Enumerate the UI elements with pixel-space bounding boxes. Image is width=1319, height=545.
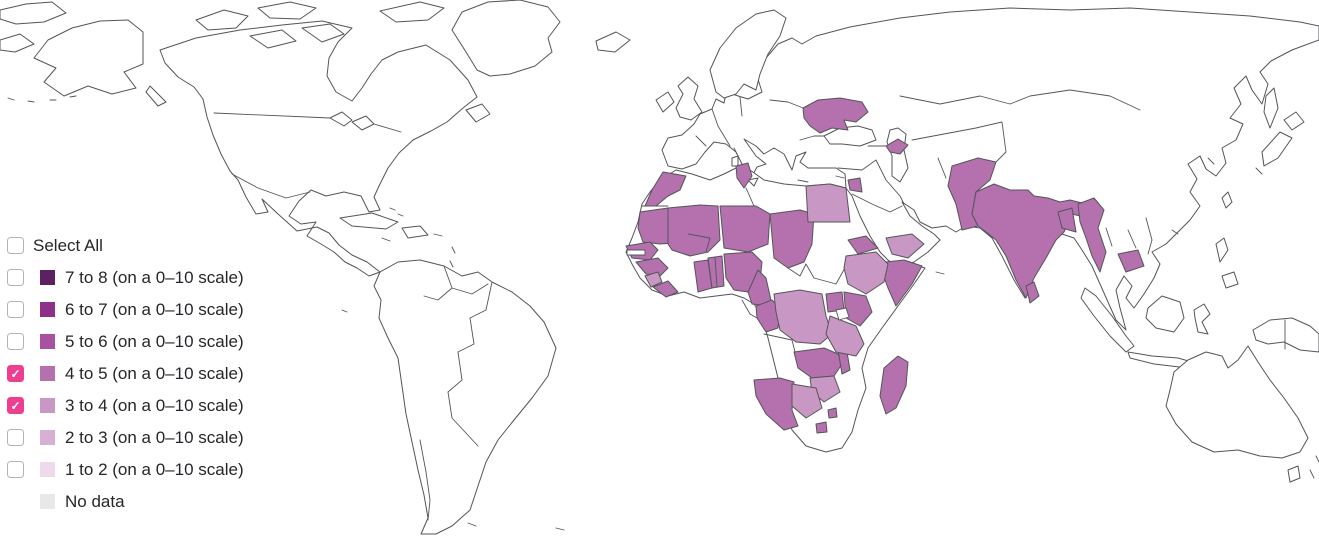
country-namibia[interactable] [753, 377, 799, 431]
country-botswana[interactable] [791, 383, 823, 419]
country-gambia [626, 249, 646, 256]
checkbox-select-all[interactable]: ✓ [7, 237, 24, 254]
legend-row-7-to-8: ✓ 7 to 8 (on a 0–10 scale) [7, 267, 244, 287]
country-tanzania[interactable] [825, 315, 865, 357]
legend-row-5-to-6: ✓ 5 to 6 (on a 0–10 scale) [7, 331, 244, 351]
color-swatch-6-to-7 [40, 302, 55, 317]
legend-label-3-to-4: 3 to 4 (on a 0–10 scale) [65, 395, 244, 415]
checkbox-5-to-6[interactable]: ✓ [7, 333, 24, 350]
color-swatch-no-data [40, 494, 55, 509]
map-overlays [626, 233, 850, 321]
country-ethiopia[interactable] [843, 251, 889, 295]
country-borders [7, 89, 1319, 531]
checkbox-2-to-3[interactable]: ✓ [7, 429, 24, 446]
country-eritrea[interactable] [847, 235, 879, 255]
country-liberia[interactable] [652, 280, 679, 298]
country-tunisia[interactable] [735, 162, 753, 189]
checkmark-icon: ✓ [10, 366, 21, 381]
color-swatch-4-to-5 [40, 366, 55, 381]
legend-label-7-to-8: 7 to 8 (on a 0–10 scale) [65, 267, 244, 287]
legend-row-6-to-7: ✓ 6 to 7 (on a 0–10 scale) [7, 299, 244, 319]
country-zambia[interactable] [793, 347, 843, 379]
country-lesotho[interactable] [815, 421, 828, 434]
country-ukraine[interactable] [802, 97, 869, 134]
country-azerbaijan[interactable] [885, 138, 909, 155]
legend-row-2-to-3: ✓ 2 to 3 (on a 0–10 scale) [7, 427, 244, 447]
legend-panel: ✓ Select All ✓ 7 to 8 (on a 0–10 scale) … [7, 235, 244, 511]
checkbox-6-to-7[interactable]: ✓ [7, 301, 24, 318]
country-cambodia[interactable] [1117, 249, 1145, 273]
country-egypt[interactable] [805, 183, 851, 223]
country-eswatini[interactable] [827, 407, 838, 419]
legend-label-4-to-5: 4 to 5 (on a 0–10 scale) [65, 363, 244, 383]
legend-label-select-all: Select All [33, 235, 103, 255]
lake-victoria [835, 307, 850, 321]
checkbox-3-to-4[interactable]: ✓ [7, 397, 24, 414]
togo-benin-border [687, 233, 718, 288]
checkbox-1-to-2[interactable]: ✓ [7, 461, 24, 478]
country-dr-congo[interactable] [773, 289, 833, 345]
color-swatch-1-to-2 [40, 462, 55, 477]
color-swatch-2-to-3 [40, 430, 55, 445]
legend-row-no-data: No data [7, 491, 244, 511]
country-jordan[interactable] [847, 177, 863, 193]
country-guinea[interactable] [635, 257, 669, 277]
highlighted-countries [625, 97, 1145, 434]
legend-label-2-to-3: 2 to 3 (on a 0–10 scale) [65, 427, 244, 447]
checkbox-7-to-8[interactable]: ✓ [7, 269, 24, 286]
legend-label-6-to-7: 6 to 7 (on a 0–10 scale) [65, 299, 244, 319]
country-sri-lanka[interactable] [1025, 281, 1040, 304]
legend-row-select-all: ✓ Select All [7, 235, 244, 255]
legend-row-1-to-2: ✓ 1 to 2 (on a 0–10 scale) [7, 459, 244, 479]
country-mali-burkina-faso[interactable] [667, 204, 721, 257]
country-sierra-leone[interactable] [644, 271, 663, 288]
country-bangladesh[interactable] [1057, 207, 1077, 233]
color-swatch-5-to-6 [40, 334, 55, 349]
country-morocco[interactable] [644, 171, 687, 207]
legend-row-3-to-4: ✓ 3 to 4 (on a 0–10 scale) [7, 395, 244, 415]
country-yemen[interactable] [885, 233, 925, 259]
checkbox-spacer [7, 493, 24, 510]
country-madagascar[interactable] [879, 355, 909, 415]
checkmark-icon: ✓ [10, 398, 21, 413]
legend-row-4-to-5: ✓ 4 to 5 (on a 0–10 scale) [7, 363, 244, 383]
country-niger[interactable] [719, 205, 771, 253]
color-swatch-3-to-4 [40, 398, 55, 413]
country-india[interactable] [971, 183, 1087, 299]
color-swatch-7-to-8 [40, 270, 55, 285]
legend-label-5-to-6: 5 to 6 (on a 0–10 scale) [65, 331, 244, 351]
country-myanmar[interactable] [1077, 197, 1107, 273]
checkbox-4-to-5[interactable]: ✓ [7, 365, 24, 382]
country-cameroon[interactable] [747, 269, 773, 307]
legend-label-no-data: No data [65, 491, 125, 511]
legend-label-1-to-2: 1 to 2 (on a 0–10 scale) [65, 459, 244, 479]
country-chad[interactable] [769, 209, 815, 269]
country-congo[interactable] [755, 299, 781, 333]
